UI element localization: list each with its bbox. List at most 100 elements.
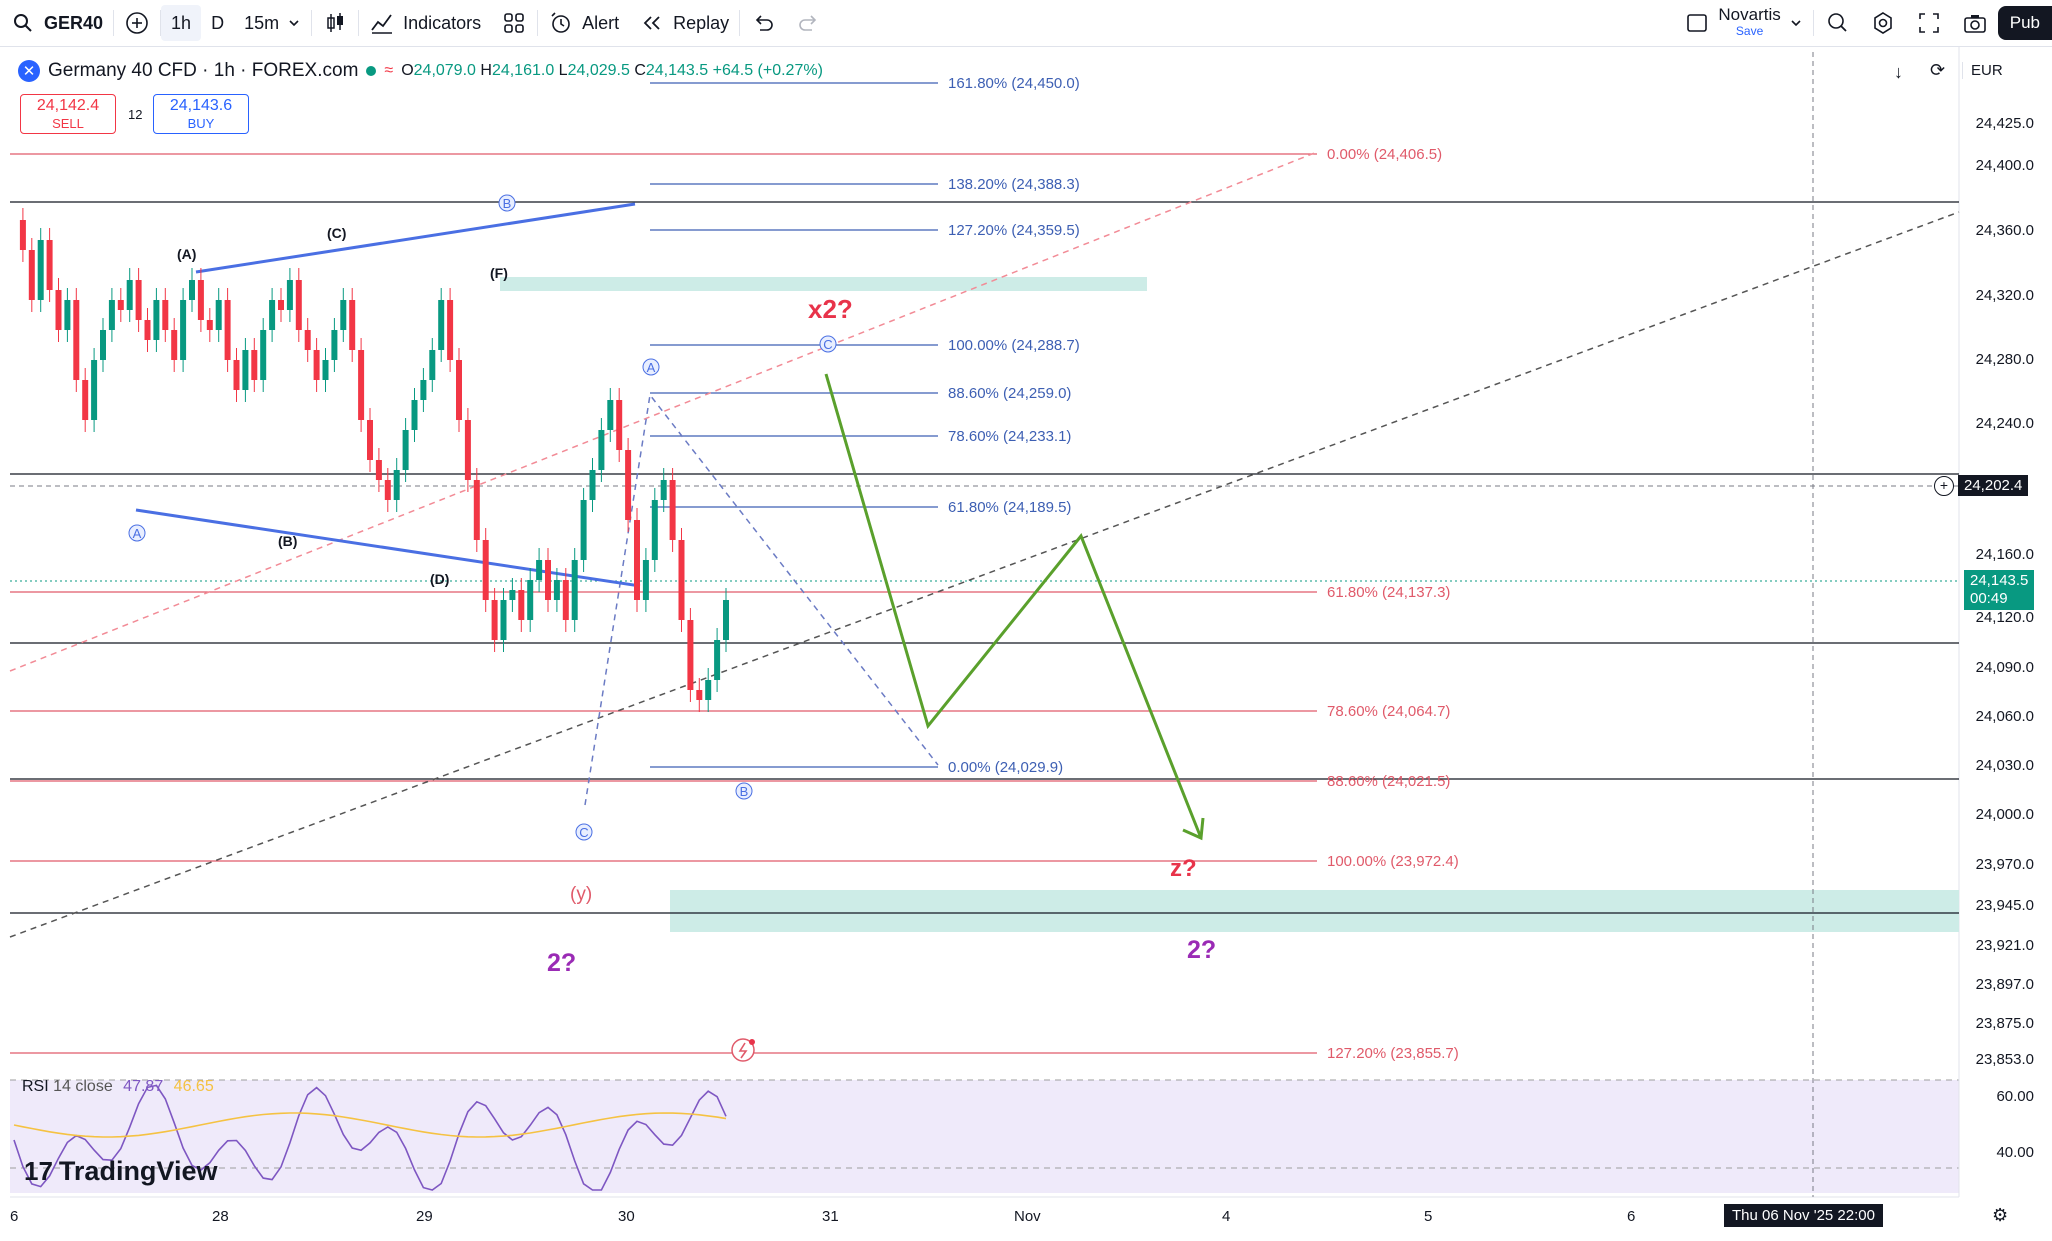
candle-body bbox=[420, 380, 427, 400]
candle-body bbox=[28, 250, 35, 300]
indicators-button[interactable]: Indicators bbox=[359, 0, 491, 46]
crosshair-price-tag: + 24,202.4 bbox=[1934, 475, 2029, 496]
price-axis-label: 24,360.0 bbox=[1975, 222, 2034, 239]
chevron-down-icon bbox=[1791, 20, 1801, 27]
spread-value: 12 bbox=[128, 107, 143, 122]
candle-body bbox=[491, 600, 498, 640]
interval-15m[interactable]: 15m bbox=[234, 0, 311, 46]
candle-body bbox=[696, 690, 703, 700]
fib-blue-label: 88.60% (24,259.0) bbox=[948, 385, 1071, 402]
time-axis-label: 31 bbox=[822, 1208, 839, 1225]
fib-blue-label: 138.20% (24,388.3) bbox=[948, 176, 1080, 193]
templates-button[interactable] bbox=[491, 0, 537, 46]
price-axis-label: 24,160.0 bbox=[1975, 546, 2034, 563]
replay-button[interactable]: Replay bbox=[629, 0, 739, 46]
main-chart[interactable]: 0.00% (24,406.5) 61.80% (24,137.3) 78.60… bbox=[0, 47, 2052, 1241]
layout-button[interactable]: Novartis Save bbox=[1674, 0, 1812, 46]
candle-body bbox=[206, 320, 213, 330]
price-axis-label: 24,240.0 bbox=[1975, 415, 2034, 432]
candle-body bbox=[340, 300, 347, 330]
annotation-z: z? bbox=[1170, 855, 1197, 882]
interval-1h[interactable]: 1h bbox=[161, 5, 202, 41]
circle-label-a: A bbox=[642, 358, 660, 376]
symbol-name: GER40 bbox=[44, 12, 104, 33]
candle-body bbox=[251, 350, 258, 380]
candle-body bbox=[19, 220, 26, 250]
candle-body bbox=[313, 350, 320, 380]
settings-button[interactable] bbox=[1860, 0, 1906, 46]
candle-body bbox=[153, 300, 160, 340]
timezone-gear-icon[interactable]: ⚙ bbox=[1992, 1205, 2009, 1225]
support-zone bbox=[670, 890, 1959, 932]
fib-blue-label: 0.00% (24,029.9) bbox=[948, 759, 1063, 776]
candle-body bbox=[536, 560, 543, 580]
restore-icon[interactable]: ⟳ bbox=[1930, 60, 1946, 80]
fib-red-label: 127.20% (23,855.7) bbox=[1327, 1045, 1459, 1062]
circle-label-a: A bbox=[128, 524, 146, 542]
circle-label-b: B bbox=[735, 782, 753, 800]
candle-body bbox=[269, 300, 276, 330]
publish-button[interactable]: Pub bbox=[1997, 6, 2052, 40]
price-axis-label: 23,970.0 bbox=[1975, 856, 2034, 873]
scroll-down-icon[interactable]: ↓ bbox=[1894, 62, 1903, 82]
candle-body bbox=[402, 430, 409, 470]
compare-button[interactable] bbox=[114, 0, 160, 46]
fib-blue-label: 161.80% (24,450.0) bbox=[948, 75, 1080, 92]
tradingview-logo-icon: 17 bbox=[24, 1156, 53, 1186]
rsi-axis-40: 40.00 bbox=[1996, 1144, 2034, 1161]
candle-body bbox=[429, 350, 436, 380]
undo-button[interactable] bbox=[740, 0, 786, 46]
rsi-axis-60: 60.00 bbox=[1996, 1088, 2034, 1105]
wave-line-blue bbox=[135, 508, 641, 588]
candle-body bbox=[723, 600, 729, 640]
svg-text:C: C bbox=[579, 825, 588, 840]
camera-icon bbox=[1963, 15, 1986, 33]
candle-body bbox=[37, 240, 44, 300]
price-axis-label: 24,030.0 bbox=[1975, 757, 2034, 774]
snapshot-button[interactable] bbox=[1952, 0, 1998, 46]
annotation-x2: x2? bbox=[808, 294, 853, 324]
buy-button[interactable]: 24,143.6 BUY bbox=[153, 94, 249, 134]
candle-body bbox=[180, 300, 187, 360]
symbol-search[interactable]: GER40 bbox=[0, 0, 113, 46]
candle-body bbox=[447, 300, 454, 360]
candle-body bbox=[91, 360, 98, 420]
chart-type-button[interactable] bbox=[312, 0, 358, 46]
sell-button[interactable]: 24,142.4 SELL bbox=[20, 94, 116, 134]
trend-line-black-dashed bbox=[9, 211, 1960, 938]
plus-circle-icon bbox=[126, 12, 148, 34]
candle-body bbox=[678, 540, 685, 620]
price-axis-label: 23,853.0 bbox=[1975, 1051, 2034, 1068]
candle-body bbox=[278, 300, 284, 310]
last-price-tag: 24,143.5 00:49 bbox=[1964, 570, 2035, 610]
candle-body bbox=[509, 590, 516, 600]
svg-text:A: A bbox=[133, 526, 142, 541]
interval-d[interactable]: D bbox=[211, 12, 225, 33]
redo-button[interactable] bbox=[786, 0, 832, 46]
candle-body bbox=[126, 280, 133, 310]
plus-circle-icon[interactable]: + bbox=[1934, 475, 1954, 496]
candle-body bbox=[705, 680, 712, 700]
candle-body bbox=[687, 620, 694, 690]
event-marker-icon[interactable] bbox=[731, 1038, 755, 1062]
market-status-dot bbox=[366, 66, 377, 76]
candles bbox=[19, 208, 729, 712]
rsi-legend: RSI 14 close 47.87 46.65 bbox=[22, 1078, 214, 1095]
currency-selector[interactable]: EUR bbox=[1962, 62, 2003, 79]
candle-body bbox=[304, 330, 311, 350]
wave-line-blue bbox=[195, 202, 636, 274]
candles-icon bbox=[327, 13, 344, 32]
quick-search-button[interactable] bbox=[1814, 0, 1860, 46]
candle-body bbox=[358, 350, 365, 420]
fullscreen-button[interactable] bbox=[1906, 0, 1952, 46]
candle-body bbox=[598, 430, 605, 470]
indicators-icon bbox=[371, 14, 393, 34]
candle-body bbox=[473, 480, 480, 540]
wave-icon: ≈ bbox=[384, 62, 394, 79]
fib-red-label: 0.00% (24,406.5) bbox=[1327, 146, 1442, 163]
time-axis-label: 6 bbox=[10, 1208, 19, 1225]
alert-button[interactable]: Alert bbox=[538, 0, 629, 46]
candle-body bbox=[642, 560, 649, 600]
candle-body bbox=[215, 300, 222, 330]
time-axis-label: 28 bbox=[212, 1208, 229, 1225]
